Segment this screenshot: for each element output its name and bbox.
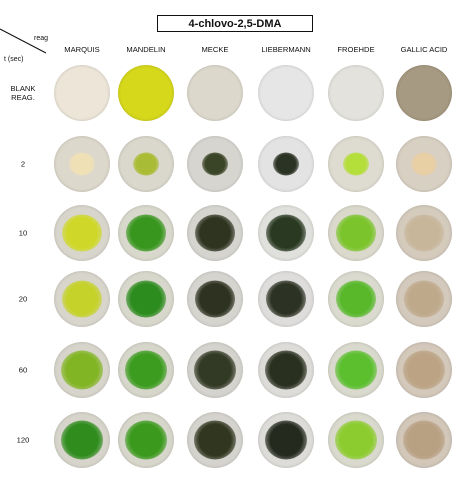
dish-mandelin — [118, 412, 174, 468]
dish-mecke — [187, 271, 243, 327]
corner-divider-line — [0, 28, 47, 54]
panel-title: 4-chlovo-2,5-DMA — [157, 15, 313, 32]
dish-liebermann — [258, 136, 314, 192]
reaction-spot — [266, 280, 306, 318]
dish-mandelin — [118, 342, 174, 398]
dish-mecke — [187, 136, 243, 192]
dish-marquis — [54, 412, 110, 468]
column-header-mandelin: MANDELIN — [126, 45, 166, 54]
reaction-spot — [195, 280, 235, 318]
dish-froehde — [328, 205, 384, 261]
row-label: 10 — [18, 228, 28, 238]
dish-gallic-acid — [396, 205, 452, 261]
dish-gallic-acid — [396, 65, 452, 121]
dish-gallic-acid — [396, 342, 452, 398]
column-header-marquis: MARQUIS — [64, 45, 100, 54]
reaction-spot — [336, 214, 376, 252]
reaction-spot — [403, 350, 445, 390]
dish-froehde — [328, 65, 384, 121]
reaction-spot — [336, 280, 376, 318]
reaction-spot — [404, 280, 444, 318]
row-label: 20 — [18, 294, 28, 304]
dish-gallic-acid — [396, 136, 452, 192]
row-label: 2 — [20, 159, 26, 169]
reaction-spot — [125, 350, 167, 390]
reaction-spot — [403, 420, 445, 460]
reaction-spot — [62, 280, 102, 318]
reaction-spot — [335, 420, 377, 460]
column-header-gallic-acid: GALLIC ACID — [400, 45, 448, 54]
reaction-spot — [62, 214, 102, 252]
reaction-spot — [194, 350, 236, 390]
reaction-spot — [133, 152, 159, 176]
reaction-spot — [202, 152, 228, 176]
reaction-spot — [404, 214, 444, 252]
dish-froehde — [328, 136, 384, 192]
reaction-spot — [335, 350, 377, 390]
reaction-spot — [266, 214, 306, 252]
reaction-spot — [61, 420, 103, 460]
column-header-mecke: MECKE — [201, 45, 229, 54]
reaction-spot — [195, 214, 235, 252]
dish-marquis — [54, 342, 110, 398]
row-label: 60 — [18, 365, 28, 375]
dish-marquis — [54, 65, 110, 121]
row-label: 120 — [16, 435, 30, 445]
reaction-spot — [265, 420, 307, 460]
dish-mandelin — [118, 136, 174, 192]
dish-liebermann — [258, 342, 314, 398]
dish-marquis — [54, 136, 110, 192]
dish-marquis — [54, 271, 110, 327]
dish-liebermann — [258, 205, 314, 261]
dish-gallic-acid — [396, 412, 452, 468]
dish-mandelin — [118, 65, 174, 121]
row-label: BLANK REAG. — [10, 84, 36, 102]
dish-mecke — [187, 65, 243, 121]
reaction-spot — [273, 152, 299, 176]
dish-liebermann — [258, 271, 314, 327]
reaction-spot — [69, 152, 95, 176]
dish-mecke — [187, 412, 243, 468]
reaction-spot — [265, 350, 307, 390]
reaction-spot — [411, 152, 437, 176]
reaction-spot — [126, 280, 166, 318]
column-header-liebermann: LIEBERMANN — [261, 45, 311, 54]
dish-mecke — [187, 342, 243, 398]
dish-gallic-acid — [396, 271, 452, 327]
dish-liebermann — [258, 412, 314, 468]
column-header-froehde: FROEHDE — [337, 45, 375, 54]
corner-reagent-label: reag — [34, 35, 49, 42]
dish-mecke — [187, 205, 243, 261]
reaction-spot — [194, 420, 236, 460]
dish-froehde — [328, 342, 384, 398]
dish-mandelin — [118, 271, 174, 327]
dish-froehde — [328, 412, 384, 468]
dish-mandelin — [118, 205, 174, 261]
dish-liebermann — [258, 65, 314, 121]
corner-time-label: t (sec) — [4, 56, 24, 63]
reaction-spot — [343, 152, 369, 176]
reaction-spot — [125, 420, 167, 460]
reaction-spot — [126, 214, 166, 252]
dish-froehde — [328, 271, 384, 327]
dish-marquis — [54, 205, 110, 261]
reaction-spot — [61, 350, 103, 390]
